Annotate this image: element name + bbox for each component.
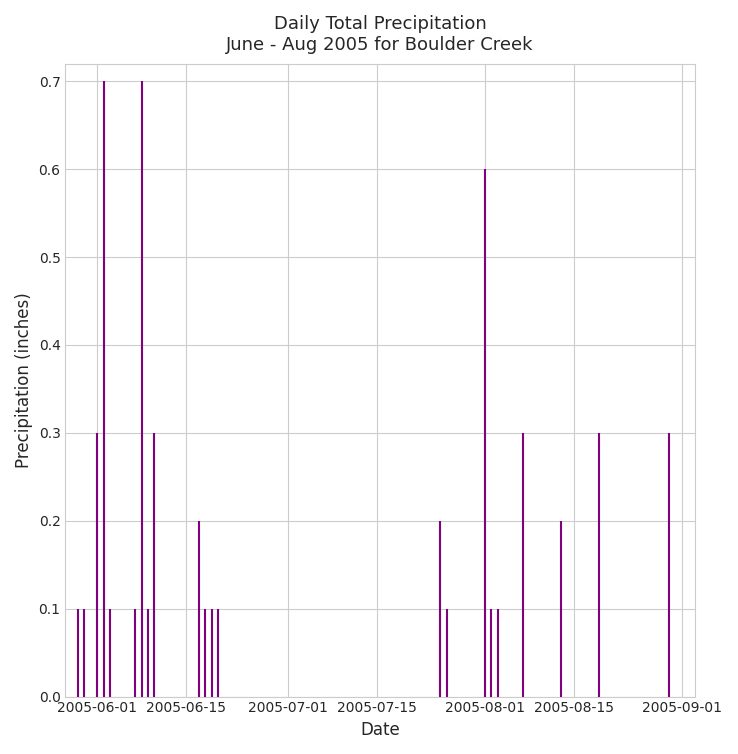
X-axis label: Date: Date — [360, 721, 400, 739]
Y-axis label: Precipitation (inches): Precipitation (inches) — [15, 293, 33, 468]
Title: Daily Total Precipitation
June - Aug 2005 for Boulder Creek: Daily Total Precipitation June - Aug 200… — [227, 15, 534, 54]
